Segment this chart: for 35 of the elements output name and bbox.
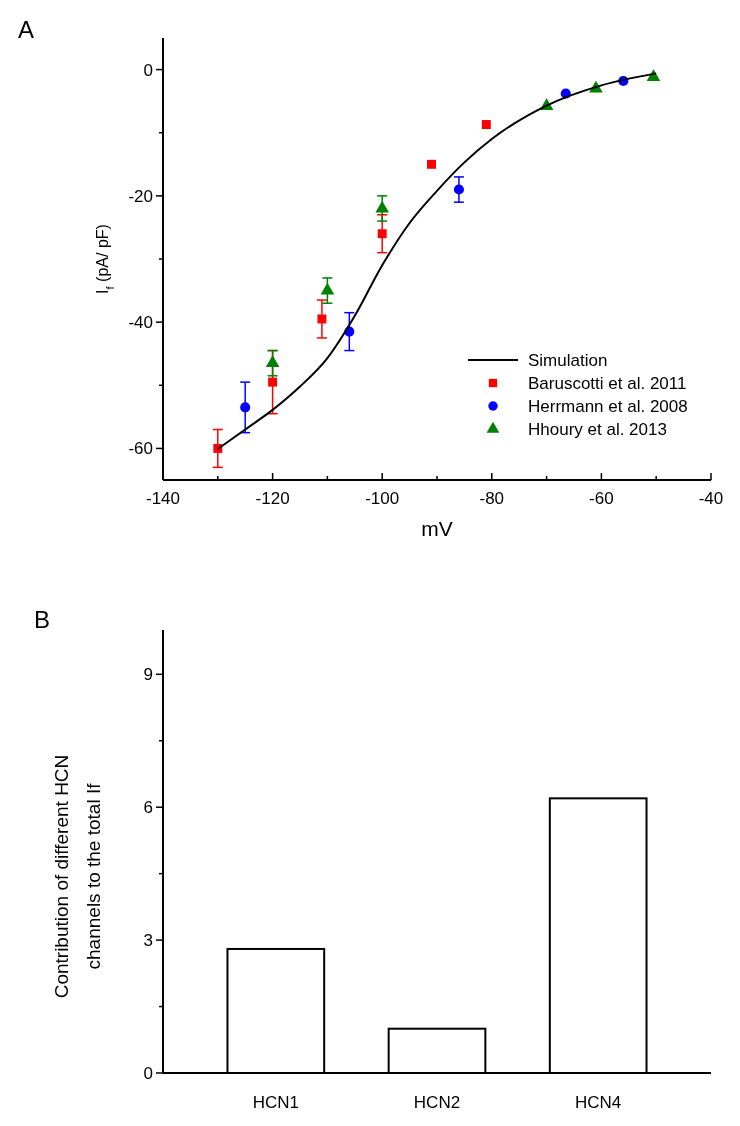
legend-label: Herrmann et al. 2008 [528, 396, 688, 416]
x-tick-label: HCN2 [413, 1093, 461, 1112]
chart-title: A [18, 16, 35, 43]
y-axis-title: Contribution of different HCN channels to the total If [50, 753, 105, 1001]
legend-label: Hhoury et al. 2013 [528, 419, 667, 439]
point [265, 355, 280, 368]
x-tick-label: -140 [145, 489, 181, 508]
point [375, 200, 389, 213]
point [427, 159, 436, 169]
y-tick-label: 3 [143, 931, 153, 951]
legend-label: Simulation [528, 350, 608, 370]
y-tick-label: -20 [128, 186, 153, 206]
y-tick-label: 0 [143, 1063, 153, 1083]
x-tick-label: -40 [698, 489, 724, 508]
point [453, 184, 464, 195]
point [320, 282, 335, 295]
legend-label: Baruscotti et al. 2011 [528, 373, 687, 393]
y-tick-label: 0 [143, 60, 153, 80]
y-tick-label: 6 [143, 798, 153, 818]
x-tick-label: HCN4 [575, 1093, 622, 1112]
x-axis-title: mV [421, 517, 453, 540]
y-tick-label: -40 [128, 313, 153, 333]
point [481, 120, 491, 129]
x-tick-label: -100 [365, 489, 400, 508]
y-tick-label: 9 [143, 665, 153, 685]
point [377, 229, 387, 239]
y-tick-label: -60 [128, 439, 153, 459]
chart-title: B [34, 606, 51, 633]
point [317, 314, 327, 324]
x-tick-label: -120 [255, 489, 290, 508]
x-tick-label: -80 [479, 489, 505, 508]
point [240, 402, 251, 413]
x-tick-label: HCN1 [252, 1093, 299, 1112]
x-tick-label: -60 [589, 489, 614, 508]
point [268, 377, 278, 387]
